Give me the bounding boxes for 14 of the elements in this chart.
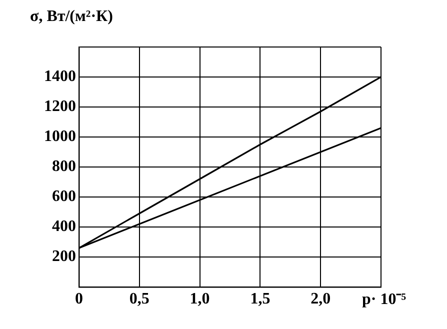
y-tick-label: 400 — [52, 218, 76, 236]
x-tick-label: 0,5 — [129, 290, 150, 308]
y-axis-title: σ, Вт/(м²·К) — [30, 8, 113, 26]
y-tick-label: 800 — [52, 158, 76, 176]
x-tick-label: 0 — [75, 290, 83, 308]
x-axis-title: p· 10⁻⁵ — [362, 290, 406, 309]
y-tick-label: 600 — [52, 188, 76, 206]
x-tick-label: 2,0 — [310, 290, 331, 308]
x-tick-label: 1,5 — [250, 290, 270, 308]
y-tick-label: 1400 — [44, 68, 76, 86]
x-tick-label: 1,0 — [190, 290, 210, 308]
y-tick-label: 1200 — [44, 98, 76, 116]
y-tick-label: 1000 — [44, 128, 76, 146]
y-tick-label: 200 — [52, 248, 76, 266]
